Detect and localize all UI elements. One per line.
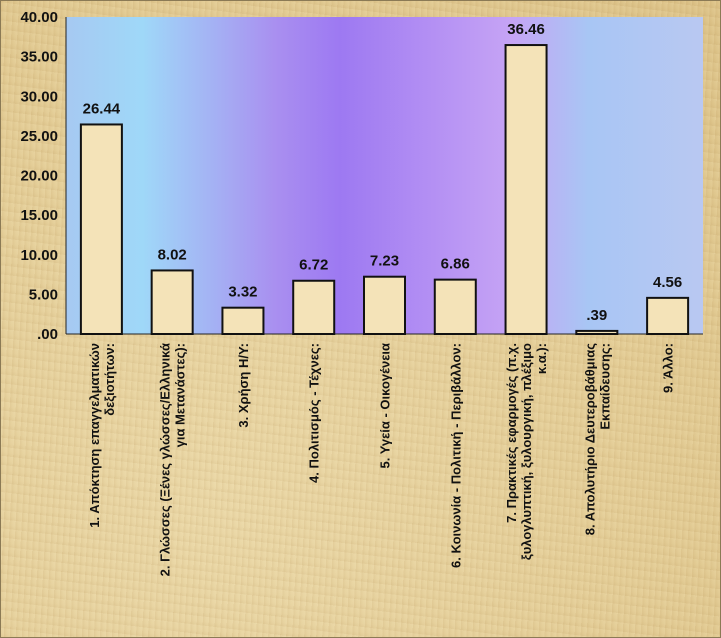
category-label: 8. Απολυτήριο Δευτεροβάθμιας Εκπαίδευσης:	[582, 343, 612, 536]
y-tick-label: .00	[37, 326, 58, 343]
category-label: 7. Πρακτικές εφαρμογές (π.χ. ξυλογλυπτική…	[504, 343, 549, 560]
data-labels: 26.44 8.02 3.32 6.72 7.23 6.86 36.46 .39 4.56	[83, 21, 683, 324]
y-tick-label: 35.00	[20, 49, 58, 66]
category-label-line: 1. Απόκτηση επαγγελματικών	[87, 343, 102, 528]
bar	[363, 275, 406, 335]
category-label-line: δεξιοτήτων:	[102, 343, 117, 416]
category-label-line: 3. Χρήση Η/Υ:	[236, 343, 251, 428]
bar	[575, 329, 619, 335]
category-label-line: 6. Κοινωνία - Πολιτική - Περιβάλλον:	[448, 343, 463, 568]
category-label-line: 8. Απολυτήριο Δευτεροβάθμιας	[582, 343, 597, 536]
bar	[150, 269, 194, 335]
category-label: 3. Χρήση Η/Υ:	[236, 343, 251, 428]
y-tick-label: 25.00	[20, 128, 58, 145]
category-label: 2. Γλώσσες (Ξένες γλώσσες/Ελληνικά για Με…	[158, 343, 188, 576]
bar	[504, 44, 548, 335]
data-label: 26.44	[83, 100, 121, 117]
y-axis-ticks: .00 5.00 10.00 15.00 20.00 25.00 30.00 35.00 40.…	[20, 9, 58, 343]
y-tick-label: 15.00	[20, 207, 58, 224]
bar-series	[79, 44, 690, 335]
data-label: 6.72	[299, 257, 328, 274]
data-label: 36.46	[507, 21, 545, 38]
data-label: 7.23	[370, 253, 399, 270]
category-label-line: Εκπαίδευσης:	[597, 343, 612, 430]
bar	[79, 123, 123, 335]
y-tick-label: 10.00	[20, 247, 58, 264]
data-label: 6.86	[441, 256, 470, 273]
y-tick-label: 30.00	[20, 88, 58, 105]
data-label: 3.32	[228, 284, 257, 301]
bar	[292, 279, 336, 335]
y-tick-label: 40.00	[20, 9, 58, 26]
bar	[646, 296, 690, 335]
category-label: 9. Άλλο:	[661, 343, 676, 393]
category-label: 6. Κοινωνία - Πολιτική - Περιβάλλον:	[448, 343, 463, 568]
category-label-line: για Μετανάστες):	[173, 343, 188, 447]
category-label: 5. Υγεία - Οικογένεια	[378, 343, 393, 469]
bar	[433, 278, 477, 335]
category-label-line: 9. Άλλο:	[661, 343, 676, 393]
category-label-line: 4. Πολιτισμός - Τέχνες:	[307, 343, 322, 483]
y-tick-label: 20.00	[20, 168, 58, 185]
y-tick-label: 5.00	[29, 286, 58, 303]
category-label-line: 5. Υγεία - Οικογένεια	[378, 343, 393, 469]
category-label: 1. Απόκτηση επαγγελματικών δεξιοτήτων:	[87, 343, 117, 528]
data-label: 8.02	[158, 246, 187, 263]
category-labels: 1. Απόκτηση επαγγελματικών δεξιοτήτων: 2. …	[87, 343, 676, 577]
category-label: 4. Πολιτισμός - Τέχνες:	[307, 343, 322, 483]
data-label: 4.56	[653, 274, 682, 291]
data-label: .39	[586, 307, 607, 324]
category-label-line: κ.α.):	[534, 343, 549, 374]
bar	[221, 306, 265, 335]
category-label-line: 7. Πρακτικές εφαρμογές (π.χ.	[504, 343, 519, 523]
category-label-line: ξυλογλυπτική, ξυλουργική, πλέξιμο	[519, 343, 534, 560]
category-label-line: 2. Γλώσσες (Ξένες γλώσσες/Ελληνικά	[158, 343, 173, 576]
